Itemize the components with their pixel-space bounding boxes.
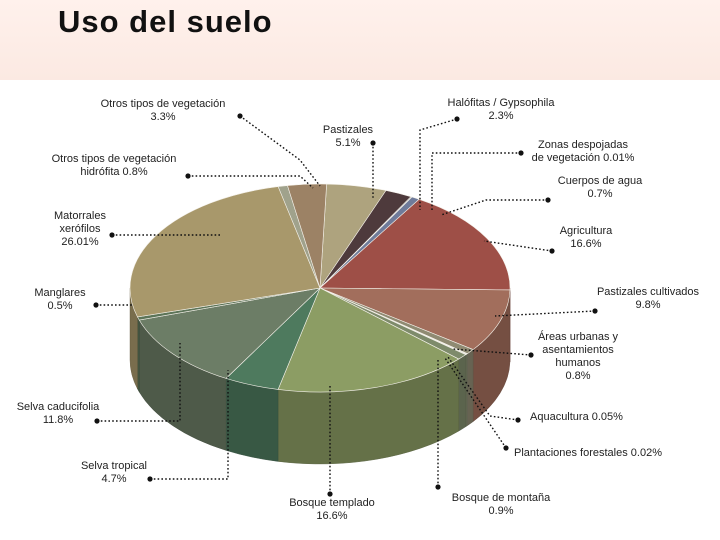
leader-aquacultura — [447, 356, 519, 421]
leader-dot-manglares — [93, 302, 99, 308]
label-line: Agricultura — [560, 225, 613, 237]
label-line: xerófilos — [60, 223, 101, 235]
label-line: Manglares — [34, 287, 86, 299]
leader-zonas_despojadas — [431, 152, 521, 210]
leader-selva_caducifolia — [97, 343, 181, 422]
label-bosque_templado: Bosque templado 16.6% — [289, 497, 375, 522]
side-manglares — [137, 316, 140, 393]
leader-halofitas — [419, 118, 458, 210]
leader-areas_urbanas — [452, 348, 532, 356]
label-cuerpos_agua: Cuerpos de agua 0.7% — [558, 175, 643, 200]
slice-labels: Otros tipos de vegetación 3.3%Otros tipos… — [17, 97, 700, 522]
label-line: 11.8% — [43, 414, 74, 426]
label-line: 0.8% — [565, 370, 590, 382]
leader-cuerpos_agua — [440, 199, 548, 216]
leader-dot-selva_tropical — [147, 476, 153, 482]
label-line: 3.3% — [150, 111, 175, 123]
label-line: Plantaciones forestales 0.02% — [514, 447, 662, 459]
label-areas_urbanas: Áreas urbanas y asentamientos humanos 0.8% — [538, 330, 619, 382]
side-selva_tropical — [225, 378, 279, 462]
leader-dot-pastizales — [370, 140, 376, 146]
label-line: Bosque de montaña — [452, 492, 551, 504]
label-line: 9.8% — [635, 299, 660, 311]
label-line: Cuerpos de agua — [558, 175, 643, 187]
label-hidrofita: Otros tipos de vegetación hidrófita 0.8% — [52, 153, 177, 178]
label-line: 4.7% — [101, 473, 126, 485]
label-line: asentamientos — [542, 344, 614, 356]
label-pastizales: Pastizales 5.1% — [323, 124, 374, 149]
label-pastizales_cultivados: Pastizales cultivados 9.8% — [597, 286, 700, 311]
slice-bosque_templado — [277, 287, 460, 393]
leader-agricultura — [483, 240, 553, 252]
leader-dot-areas_urbanas — [528, 352, 534, 358]
label-aquacultura: Aquacultura 0.05% — [530, 411, 623, 423]
leader-dot-zonas_despojadas — [518, 150, 524, 156]
leader-dot-cuerpos_agua — [545, 197, 551, 203]
slice-otros_vegetacion — [287, 183, 327, 289]
label-line: Pastizales — [323, 124, 374, 136]
leader-pastizales_cultivados — [494, 310, 596, 317]
side-areas_urbanas — [467, 349, 474, 427]
slice-pastizales_cultivados — [319, 287, 511, 350]
label-line: Zonas despojadas — [538, 139, 628, 151]
leader-dot-agricultura — [549, 248, 555, 254]
pie-top-faces — [129, 183, 511, 393]
label-line: Otros tipos de vegetación — [101, 98, 226, 110]
label-line: Selva tropical — [81, 460, 147, 472]
label-selva_tropical: Selva tropical 4.7% — [81, 460, 147, 485]
label-line: Halófitas / Gypsophila — [448, 97, 556, 109]
label-line: de vegetación 0.01% — [532, 152, 635, 164]
label-line: 0.7% — [587, 188, 612, 200]
label-zonas_despojadas: Zonas despojadas de vegetación 0.01% — [532, 139, 635, 164]
leader-dot-otros_vegetacion — [237, 113, 243, 119]
label-line: Bosque templado — [289, 497, 375, 509]
leader-dot-pastizales_cultivados — [592, 308, 598, 314]
label-matorrales: Matorrales xerófilos 26.01% — [54, 210, 106, 248]
slice-agricultura — [319, 198, 511, 291]
label-line: Matorrales — [54, 210, 106, 222]
label-plantaciones_forestales: Plantaciones forestales 0.02% — [514, 447, 662, 459]
label-otros_vegetacion: Otros tipos de vegetación 3.3% — [101, 98, 226, 123]
leader-dot-selva_caducifolia — [94, 418, 100, 424]
label-line: 2.3% — [488, 110, 513, 122]
label-selva_caducifolia: Selva caducifolia 11.8% — [17, 401, 100, 426]
label-line: 0.5% — [47, 300, 72, 312]
pie-side-walls — [129, 287, 511, 465]
label-halofitas: Halófitas / Gypsophila 2.3% — [448, 97, 556, 122]
label-line: 16.6% — [316, 510, 347, 522]
label-line: Pastizales cultivados — [597, 286, 700, 298]
label-line: 0.9% — [488, 505, 513, 517]
label-line: Áreas urbanas y — [538, 330, 619, 343]
leader-plantaciones_forestales — [444, 357, 507, 449]
leader-lines — [93, 113, 598, 497]
label-bosque_montana: Bosque de montaña 0.9% — [452, 492, 551, 517]
page-title: Uso del suelo — [58, 4, 273, 39]
label-manglares: Manglares 0.5% — [34, 287, 86, 312]
label-line: 16.6% — [570, 238, 601, 250]
side-bosque_montana — [458, 354, 467, 432]
leader-dot-hidrofita — [185, 173, 191, 179]
title-bar: Uso del suelo — [0, 0, 720, 80]
label-line: Aquacultura 0.05% — [530, 411, 623, 423]
label-line: humanos — [555, 357, 601, 369]
label-line: Selva caducifolia — [17, 401, 100, 413]
label-agricultura: Agricultura 16.6% — [560, 225, 613, 250]
leader-otros_vegetacion — [239, 115, 321, 187]
slice-selva_caducifolia — [138, 287, 321, 379]
leader-dot-halofitas — [454, 116, 460, 122]
label-line: hidrófita 0.8% — [80, 166, 147, 178]
label-line: 26.01% — [61, 236, 99, 248]
label-line: Otros tipos de vegetación — [52, 153, 177, 165]
label-line: 5.1% — [335, 137, 360, 149]
leader-dot-matorrales — [109, 232, 115, 238]
slice-matorrales — [129, 186, 321, 318]
leader-dot-bosque_templado — [327, 491, 333, 497]
leader-dot-plantaciones_forestales — [503, 445, 509, 451]
leader-dot-aquacultura — [515, 417, 521, 423]
leader-dot-bosque_montana — [435, 484, 441, 490]
